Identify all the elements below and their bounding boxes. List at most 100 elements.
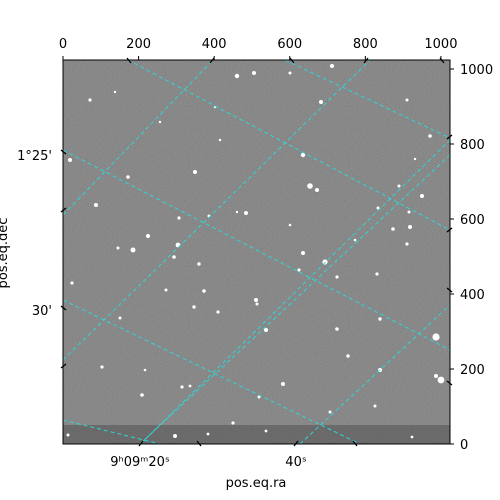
star [328,410,332,414]
world-tick-mark [60,305,67,311]
star [252,71,256,75]
star [175,242,181,248]
star [301,251,305,255]
coordinate-grid [63,60,450,444]
star [255,302,259,306]
star [130,247,136,253]
star [193,170,197,174]
stars-layer [66,64,445,439]
star [172,255,176,259]
star [254,298,258,302]
star [218,138,222,142]
star [264,429,268,433]
star [146,234,150,238]
star [405,242,409,246]
world-tick-mark [60,207,67,213]
star [202,289,206,293]
star [188,384,192,388]
world-tick-mark [60,363,67,369]
world-tick-mark [209,57,215,64]
star [234,73,240,79]
star [391,227,395,231]
x-axis-title: pos.eq.ra [226,476,287,491]
star [88,98,92,102]
world-tick-mark [138,440,144,447]
star [173,434,177,438]
star [94,203,98,207]
grid-line [63,60,214,216]
star [335,275,339,279]
star [307,183,313,189]
grid-line [63,60,371,361]
star [100,365,104,369]
grid-line [127,60,450,231]
star [300,152,306,158]
star [68,158,72,162]
star [319,100,323,104]
star [118,316,122,320]
star [410,435,414,439]
star [413,157,417,161]
y-tick-label: 0 [460,438,468,453]
world-tick-mark [446,227,453,233]
ra-tick-label: 40ˢ [285,455,307,470]
star [264,328,268,332]
star [126,175,130,179]
image-bottom-shade [63,425,450,444]
x-tick-label: 1000 [424,37,457,52]
star [180,385,184,389]
star [335,327,339,331]
star [235,210,239,214]
plot-area [62,59,451,445]
dec-tick-label: 1°25' [17,149,52,164]
star [257,395,261,399]
star [140,393,144,397]
world-tick-mark [60,149,67,155]
star [281,382,285,386]
x-tick-label: 0 [59,37,67,52]
star [322,259,328,265]
star [408,225,412,229]
star [407,210,411,214]
star [70,281,74,285]
star [428,134,432,138]
star [373,404,377,408]
star [113,90,117,94]
star [143,368,147,372]
world-tick-mark [126,57,132,64]
world-tick-mark [196,440,202,447]
star [397,184,401,188]
star [346,354,350,358]
x-tick-label: 200 [126,37,151,52]
star [432,333,440,341]
y-tick-label: 800 [460,138,485,153]
star [297,268,301,272]
image-noise [63,60,450,444]
world-tick-mark [446,287,453,293]
plot-frame [62,59,451,445]
axes: 0 200 400 600 800 1000 0 200 400 600 800 1000 9ʰ09ᵐ2… [17,37,493,470]
star [288,71,292,75]
star [197,262,201,266]
star [244,211,248,215]
grid-line [139,154,450,444]
star [378,317,382,321]
world-tick-mark [352,440,358,447]
star [375,272,379,276]
world-tick-mark [446,134,453,140]
y-tick-label: 1000 [460,63,493,78]
grid-line [284,60,450,139]
star [116,246,120,250]
star [353,238,357,242]
star [216,310,220,314]
world-tick-mark [439,57,445,64]
star [405,98,409,102]
x-tick-label: 600 [277,37,302,52]
x-tick-label: 800 [353,37,378,52]
star [437,376,445,384]
world-tick-mark [363,57,369,64]
star [192,305,196,309]
y-tick-label: 400 [460,288,485,303]
y-tick-label: 600 [460,213,485,228]
